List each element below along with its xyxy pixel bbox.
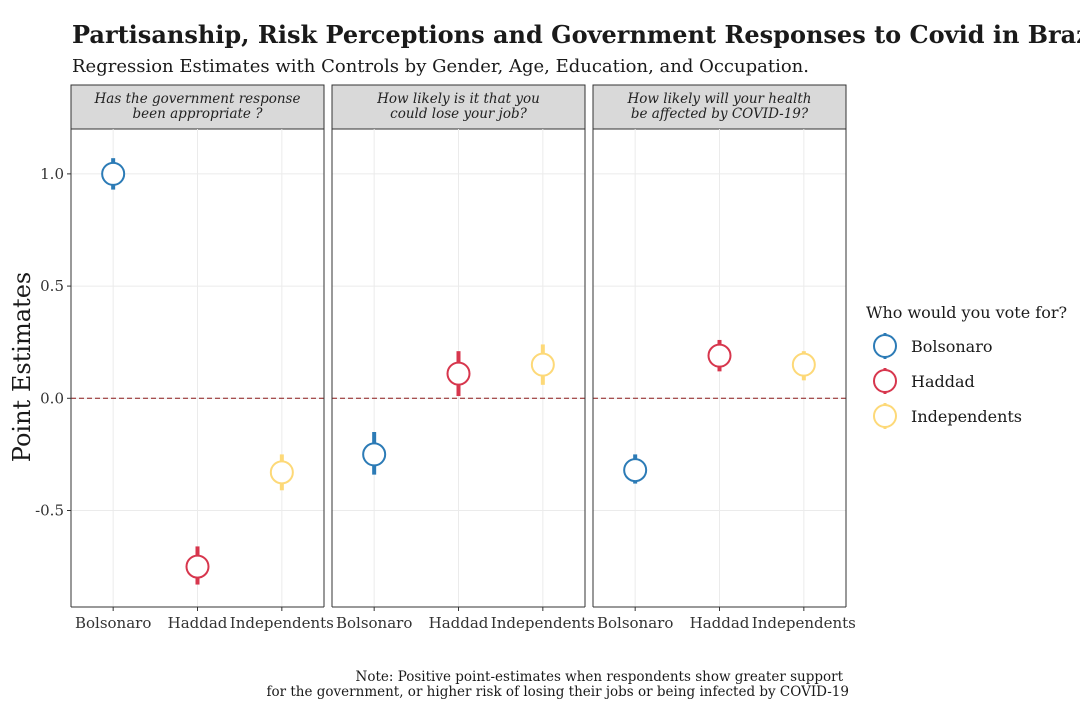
- point-bolsonaro: [623, 454, 648, 484]
- chart-title: Partisanship, Risk Perceptions and Gover…: [72, 20, 1080, 49]
- legend-entry-bolsonaro: Bolsonaro: [873, 333, 992, 359]
- facet-strip-1: [70, 84, 325, 130]
- x-tick-label: Bolsonaro: [336, 614, 412, 632]
- x-tick-label: Bolsonaro: [597, 614, 673, 632]
- point-estimate-marker: [446, 361, 471, 386]
- point-estimate-marker: [623, 458, 648, 483]
- x-tick-label: Independents: [752, 614, 856, 632]
- x-tick-label: Haddad: [690, 614, 750, 632]
- legend-label: Haddad: [911, 372, 975, 391]
- legend: Who would you vote for? Bolsonaro Haddad I…: [866, 303, 1067, 429]
- x-tick-label: Independents: [230, 614, 334, 632]
- facet-strip-label: be affected by COVID-19?: [631, 106, 809, 122]
- y-tick-label: -0.5: [35, 502, 64, 520]
- point-haddad: [707, 339, 732, 372]
- legend-key-marker: [873, 404, 897, 428]
- point-estimate-marker: [791, 352, 816, 377]
- y-tick-label: 1.0: [40, 165, 64, 183]
- legend-key-marker: [873, 334, 897, 358]
- legend-title: Who would you vote for?: [866, 303, 1067, 322]
- x-tick-label: Haddad: [429, 614, 489, 632]
- facet-strip-label: could lose your job?: [390, 106, 527, 122]
- point-independents: [530, 344, 555, 385]
- facet-strip-3: [592, 84, 847, 130]
- legend-label: Bolsonaro: [911, 337, 992, 356]
- point-independents: [791, 351, 816, 381]
- caption: Note: Positive point-estimates when resp…: [267, 669, 849, 700]
- point-estimate-marker: [185, 554, 210, 579]
- y-axis-label: Point Estimates: [8, 272, 36, 462]
- y-axis: 1.0 0.5 0.0 -0.5: [35, 165, 71, 520]
- x-tick-label: Independents: [491, 614, 595, 632]
- caption-line-1: Note: Positive point-estimates when resp…: [356, 669, 844, 685]
- facet-strip-label: Has the government response: [94, 91, 301, 107]
- y-tick-label: 0.0: [40, 389, 64, 407]
- point-estimate-marker: [707, 343, 732, 368]
- caption-line-2: for the government, or higher risk of lo…: [267, 684, 849, 700]
- facet-strip-2: [331, 84, 586, 130]
- point-estimate-marker: [269, 460, 294, 485]
- point-estimate-marker: [101, 161, 126, 186]
- facet-strip-label: How likely is it that you: [376, 91, 540, 107]
- point-independents: [269, 454, 294, 491]
- legend-entry-independents: Independents: [873, 403, 1022, 429]
- facet-strip-label: been appropriate ?: [133, 106, 264, 122]
- facet-strip-label: How likely will your health: [627, 91, 812, 107]
- point-bolsonaro: [362, 431, 387, 475]
- legend-label: Independents: [911, 407, 1022, 426]
- point-estimate-marker: [530, 352, 555, 377]
- y-tick-label: 0.5: [40, 277, 64, 295]
- gridlines: [71, 129, 324, 607]
- x-tick-label: Bolsonaro: [75, 614, 151, 632]
- legend-key-marker: [873, 369, 897, 393]
- chart-subtitle: Regression Estimates with Controls by Ge…: [72, 56, 809, 77]
- point-haddad: [446, 351, 471, 397]
- point-bolsonaro: [101, 158, 126, 190]
- x-tick-label: Haddad: [168, 614, 228, 632]
- legend-entry-haddad: Haddad: [873, 368, 975, 394]
- point-estimate-marker: [362, 442, 387, 467]
- point-haddad: [185, 546, 210, 585]
